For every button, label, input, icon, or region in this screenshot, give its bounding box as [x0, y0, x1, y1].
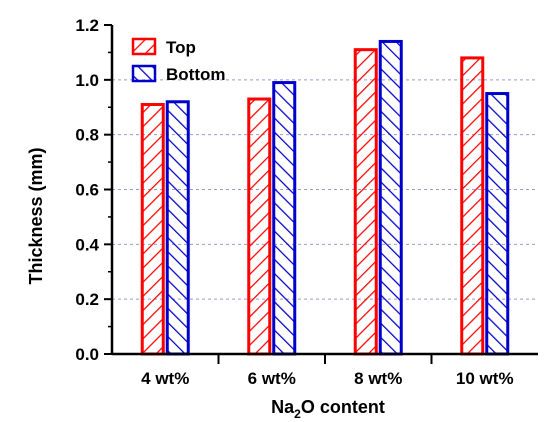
- y-tick-label: 0.6: [75, 181, 99, 200]
- x-tick-label: 4 wt%: [141, 369, 189, 388]
- bar-bottom-4: [485, 92, 510, 356]
- bar-bottom-1: [165, 100, 190, 356]
- y-axis-title: Thickness (mm): [26, 147, 46, 284]
- legend: Top Bottom: [131, 37, 225, 84]
- x-tick-labels: 4 wt% 6 wt% 8 wt% 10 wt%: [141, 369, 513, 388]
- x-axis-title: Na2O content: [271, 397, 385, 421]
- y-tick-label: 1.0: [75, 71, 99, 90]
- y-tick-labels: 0.0 0.2 0.4 0.6 0.8 1.0 1.2: [75, 16, 99, 364]
- x-tick-label: 8 wt%: [354, 369, 402, 388]
- y-tick-label: 0.2: [75, 290, 99, 309]
- bar-bottom-3: [378, 39, 403, 356]
- legend-label-bottom: Bottom: [166, 65, 225, 84]
- axes: [104, 24, 538, 364]
- legend-swatch-top: [131, 37, 157, 56]
- x-axis-title-subscript: 2: [294, 407, 301, 421]
- y-tick-label: 0.0: [75, 345, 99, 364]
- bar-top-4: [460, 56, 485, 356]
- legend-swatch-bottom: [131, 64, 157, 83]
- y-tick-label: 0.8: [75, 126, 99, 145]
- x-axis-title-main: Na: [271, 397, 295, 417]
- bar-top-1: [140, 103, 165, 356]
- x-tick-label: 10 wt%: [456, 369, 514, 388]
- y-tick-label: 1.2: [75, 16, 99, 35]
- legend-label-top: Top: [166, 38, 196, 57]
- x-axis-title-rest: O content: [301, 397, 385, 417]
- bar-top-2: [247, 97, 272, 356]
- x-tick-label: 6 wt%: [248, 369, 296, 388]
- bar-bottom-2: [272, 81, 297, 356]
- bars: [140, 39, 510, 356]
- y-tick-label: 0.4: [75, 235, 99, 254]
- bar-top-3: [353, 48, 378, 356]
